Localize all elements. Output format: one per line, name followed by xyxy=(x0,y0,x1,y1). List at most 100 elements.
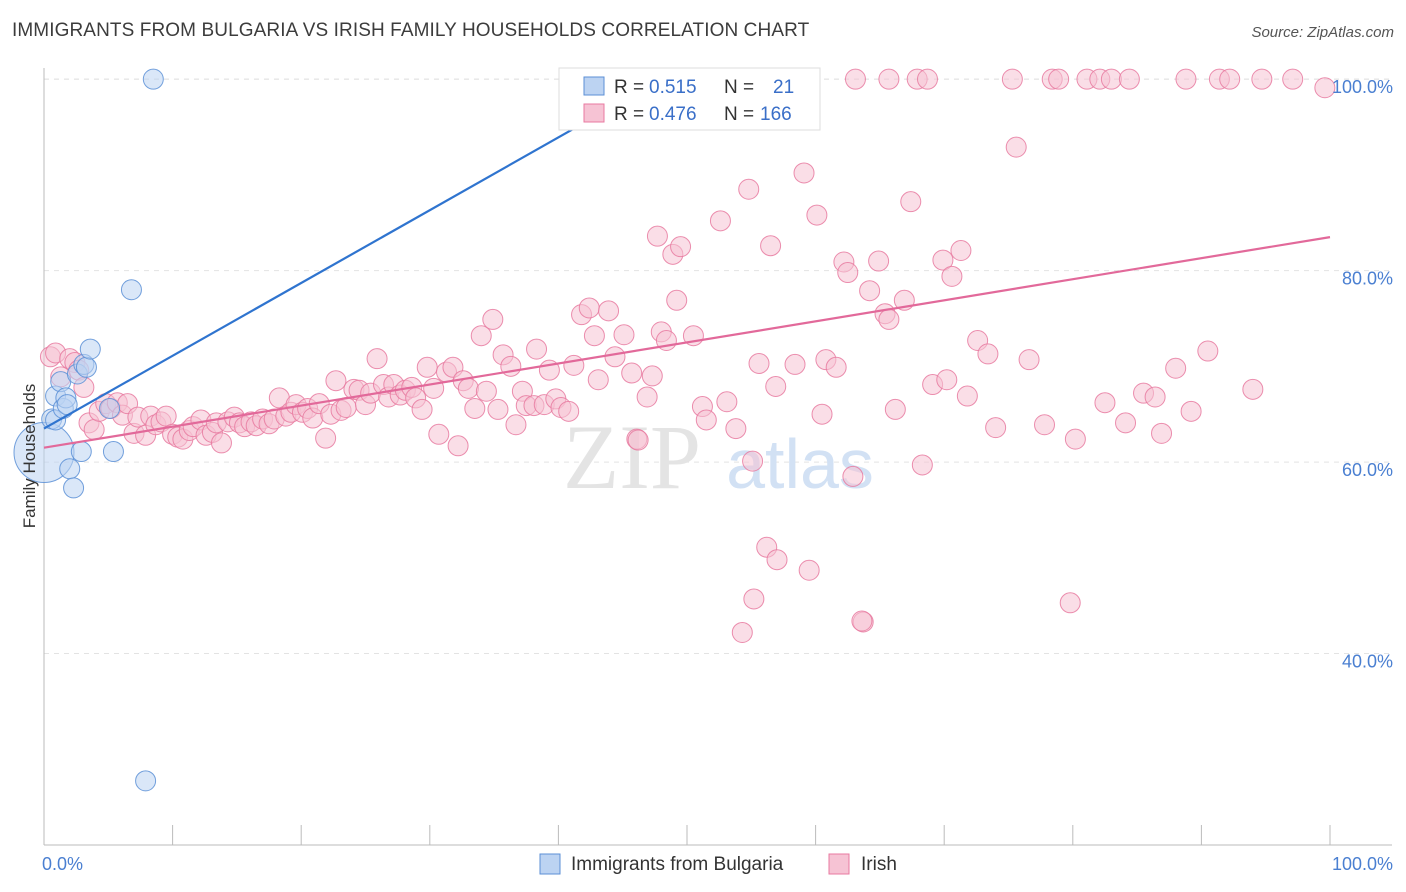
irish-point xyxy=(636,386,658,408)
irish-point xyxy=(1064,428,1086,450)
irish-point xyxy=(666,289,688,311)
irish-point xyxy=(766,549,788,571)
legend-swatch-irish xyxy=(583,103,605,123)
irish-point xyxy=(725,418,747,440)
irish-point xyxy=(1242,378,1264,400)
bulgaria-point xyxy=(79,338,101,360)
irish-point xyxy=(411,398,433,420)
irish-point xyxy=(457,377,479,399)
bulgaria-point xyxy=(63,477,85,499)
irish-point xyxy=(806,204,828,226)
irish-point xyxy=(760,235,782,257)
x-tick-label: 0.0% xyxy=(42,854,83,874)
irish-point xyxy=(1094,392,1116,414)
irish-point xyxy=(1282,68,1304,90)
irish-point xyxy=(1059,592,1081,614)
irish-point xyxy=(985,417,1007,439)
bottom-legend-label-bulgaria[interactable]: Immigrants from Bulgaria xyxy=(571,854,784,875)
irish-point xyxy=(916,68,938,90)
irish-point xyxy=(1005,136,1027,158)
bottom-legend-swatch-irish[interactable] xyxy=(828,853,850,875)
irish-point xyxy=(1165,357,1187,379)
bottom-legend-label-irish[interactable]: Irish xyxy=(861,854,897,875)
irish-point xyxy=(526,338,548,360)
irish-point xyxy=(416,356,438,378)
x-tick-labels: 0.0% 100.0% xyxy=(42,854,1393,874)
legend-n-label-1: N = xyxy=(724,77,754,98)
bulgaria-point xyxy=(59,458,81,480)
irish-point xyxy=(900,191,922,213)
irish-point xyxy=(1118,68,1140,90)
bulgaria-point xyxy=(70,441,92,463)
y-tick-labels: 40.0% 60.0% 80.0% 100.0% xyxy=(1332,77,1393,671)
irish-point xyxy=(851,610,873,632)
irish-point xyxy=(325,370,347,392)
irish-point xyxy=(936,369,958,391)
bulgaria-point xyxy=(135,770,157,792)
irish-point xyxy=(716,391,738,413)
irish-point xyxy=(670,236,692,258)
chart-source: Source: ZipAtlas.com xyxy=(1251,24,1394,41)
irish-point xyxy=(83,419,105,441)
irish-point xyxy=(878,68,900,90)
irish-point xyxy=(844,68,866,90)
irish-point xyxy=(1219,68,1241,90)
irish-point xyxy=(641,365,663,387)
irish-point xyxy=(1018,349,1040,371)
bottom-legend-swatch-bulgaria[interactable] xyxy=(539,853,561,875)
irish-point xyxy=(884,398,906,420)
gridlines xyxy=(44,78,1390,655)
irish-point xyxy=(765,375,787,397)
legend-r-value-2: 0.476 xyxy=(649,104,697,125)
irish-point xyxy=(1144,386,1166,408)
bulgaria-point xyxy=(75,356,97,378)
irish-point xyxy=(583,325,605,347)
y-axis-label: Family Households xyxy=(20,384,39,529)
irish-point xyxy=(977,343,999,365)
irish-point xyxy=(859,280,881,302)
y-tick-label: 60.0% xyxy=(1342,460,1393,480)
legend-swatch-bulgaria xyxy=(583,76,605,96)
irish-point xyxy=(1100,68,1122,90)
irish-point xyxy=(743,588,765,610)
irish-point xyxy=(1251,68,1273,90)
chart-title: IMMIGRANTS FROM BULGARIA VS IRISH FAMILY… xyxy=(12,20,810,41)
irish-point xyxy=(738,178,760,200)
irish-point xyxy=(604,346,626,368)
irish-point xyxy=(1175,68,1197,90)
irish-point xyxy=(505,414,527,436)
legend-n-value-2: 166 xyxy=(760,104,792,125)
watermark-zip: ZIP xyxy=(563,406,701,508)
irish-point xyxy=(956,385,978,407)
irish-point xyxy=(155,405,177,427)
irish-point xyxy=(784,353,806,375)
irish-point xyxy=(1151,422,1173,444)
irish-point xyxy=(731,621,753,643)
irish-point xyxy=(1001,68,1023,90)
y-tick-label: 100.0% xyxy=(1332,77,1393,97)
irish-point xyxy=(627,429,649,451)
irish-point xyxy=(868,250,890,272)
irish-point xyxy=(798,559,820,581)
irish-point xyxy=(210,432,232,454)
irish-point xyxy=(1180,400,1202,422)
irish-point xyxy=(470,325,492,347)
irish-point xyxy=(423,377,445,399)
irish-point xyxy=(748,352,770,374)
watermark: ZIP atlas xyxy=(563,406,874,508)
axes xyxy=(43,68,1392,846)
irish-point xyxy=(950,240,972,262)
bulgaria-point xyxy=(102,441,124,463)
irish-point xyxy=(911,454,933,476)
stats-legend: R = 0.515 N = 21 R = 0.476 N = 166 xyxy=(558,67,821,131)
y-tick-label: 80.0% xyxy=(1342,269,1393,289)
legend-r-label-2: R = xyxy=(614,104,644,125)
y-tick-label: 40.0% xyxy=(1342,652,1393,672)
legend-n-label-2: N = xyxy=(724,104,754,125)
irish-point xyxy=(464,397,486,419)
irish-point xyxy=(1314,77,1336,99)
irish-point xyxy=(932,249,954,271)
irish-point xyxy=(1115,412,1137,434)
irish-point xyxy=(646,225,668,247)
irish-point xyxy=(878,308,900,330)
